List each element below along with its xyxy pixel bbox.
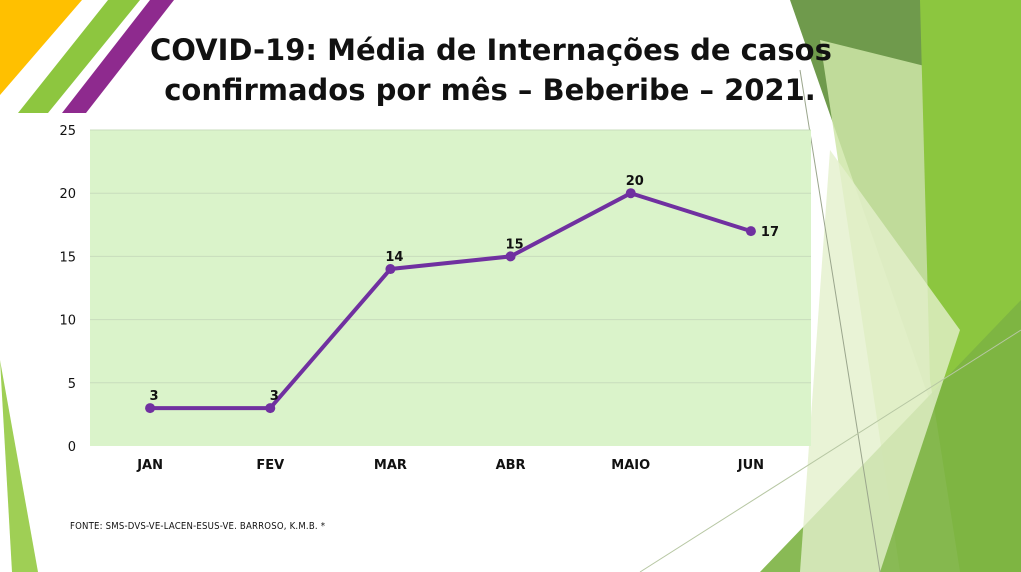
x-tick-label: ABR	[496, 458, 526, 473]
y-tick-label: 10	[59, 314, 76, 329]
data-label: 3	[150, 389, 159, 404]
data-point	[265, 403, 276, 414]
gridlines	[90, 129, 811, 384]
y-tick-label: 0	[68, 440, 76, 455]
data-point	[625, 188, 636, 199]
data-label: 20	[626, 174, 644, 189]
data-label: 3	[270, 389, 279, 404]
y-tick-label: 5	[68, 377, 76, 392]
x-tick-label: MAIO	[611, 458, 650, 473]
source-note: FONTE: SMS-DVS-VE-LACEN-ESUS-VE. BARROSO…	[70, 521, 326, 532]
plot-area	[90, 130, 811, 446]
stripe-green-shape	[18, 0, 140, 113]
x-axis-ticks: JAN FEV MAR ABR MAIO JUN	[136, 458, 764, 473]
y-tick-label: 20	[59, 187, 76, 202]
series-line	[148, 191, 753, 411]
slide-title: COVID-19: Média de Internações de casos …	[150, 30, 832, 110]
bottom-thin-line	[639, 329, 1021, 572]
data-label: 14	[385, 250, 403, 265]
data-label: 15	[506, 237, 524, 252]
x-tick-label: JUN	[737, 458, 764, 473]
left-edge-shard	[0, 360, 38, 572]
stripe-yellow-shape	[0, 0, 82, 95]
slide-title-line2: confirmados por mês – Beberibe – 2021.	[164, 73, 816, 107]
y-tick-label: 25	[59, 124, 76, 139]
y-axis-ticks: 0 5 10 15 20 25	[59, 124, 76, 455]
data-point	[145, 403, 156, 414]
right-thin-line	[799, 69, 881, 572]
data-point	[385, 264, 396, 275]
slide-title-line1: COVID-19: Média de Internações de casos	[150, 33, 832, 67]
y-tick-label: 15	[59, 250, 76, 265]
x-tick-label: FEV	[256, 458, 284, 473]
data-points	[145, 188, 756, 414]
x-tick-label: MAR	[374, 458, 407, 473]
x-tick-label: JAN	[136, 458, 163, 473]
stripe-purple-shape	[62, 0, 174, 113]
data-labels: 3 3 14 15 20 17	[150, 174, 779, 404]
right-shard-pale	[800, 150, 960, 572]
data-label: 17	[761, 225, 779, 240]
data-point	[505, 251, 516, 262]
data-point	[745, 226, 756, 237]
